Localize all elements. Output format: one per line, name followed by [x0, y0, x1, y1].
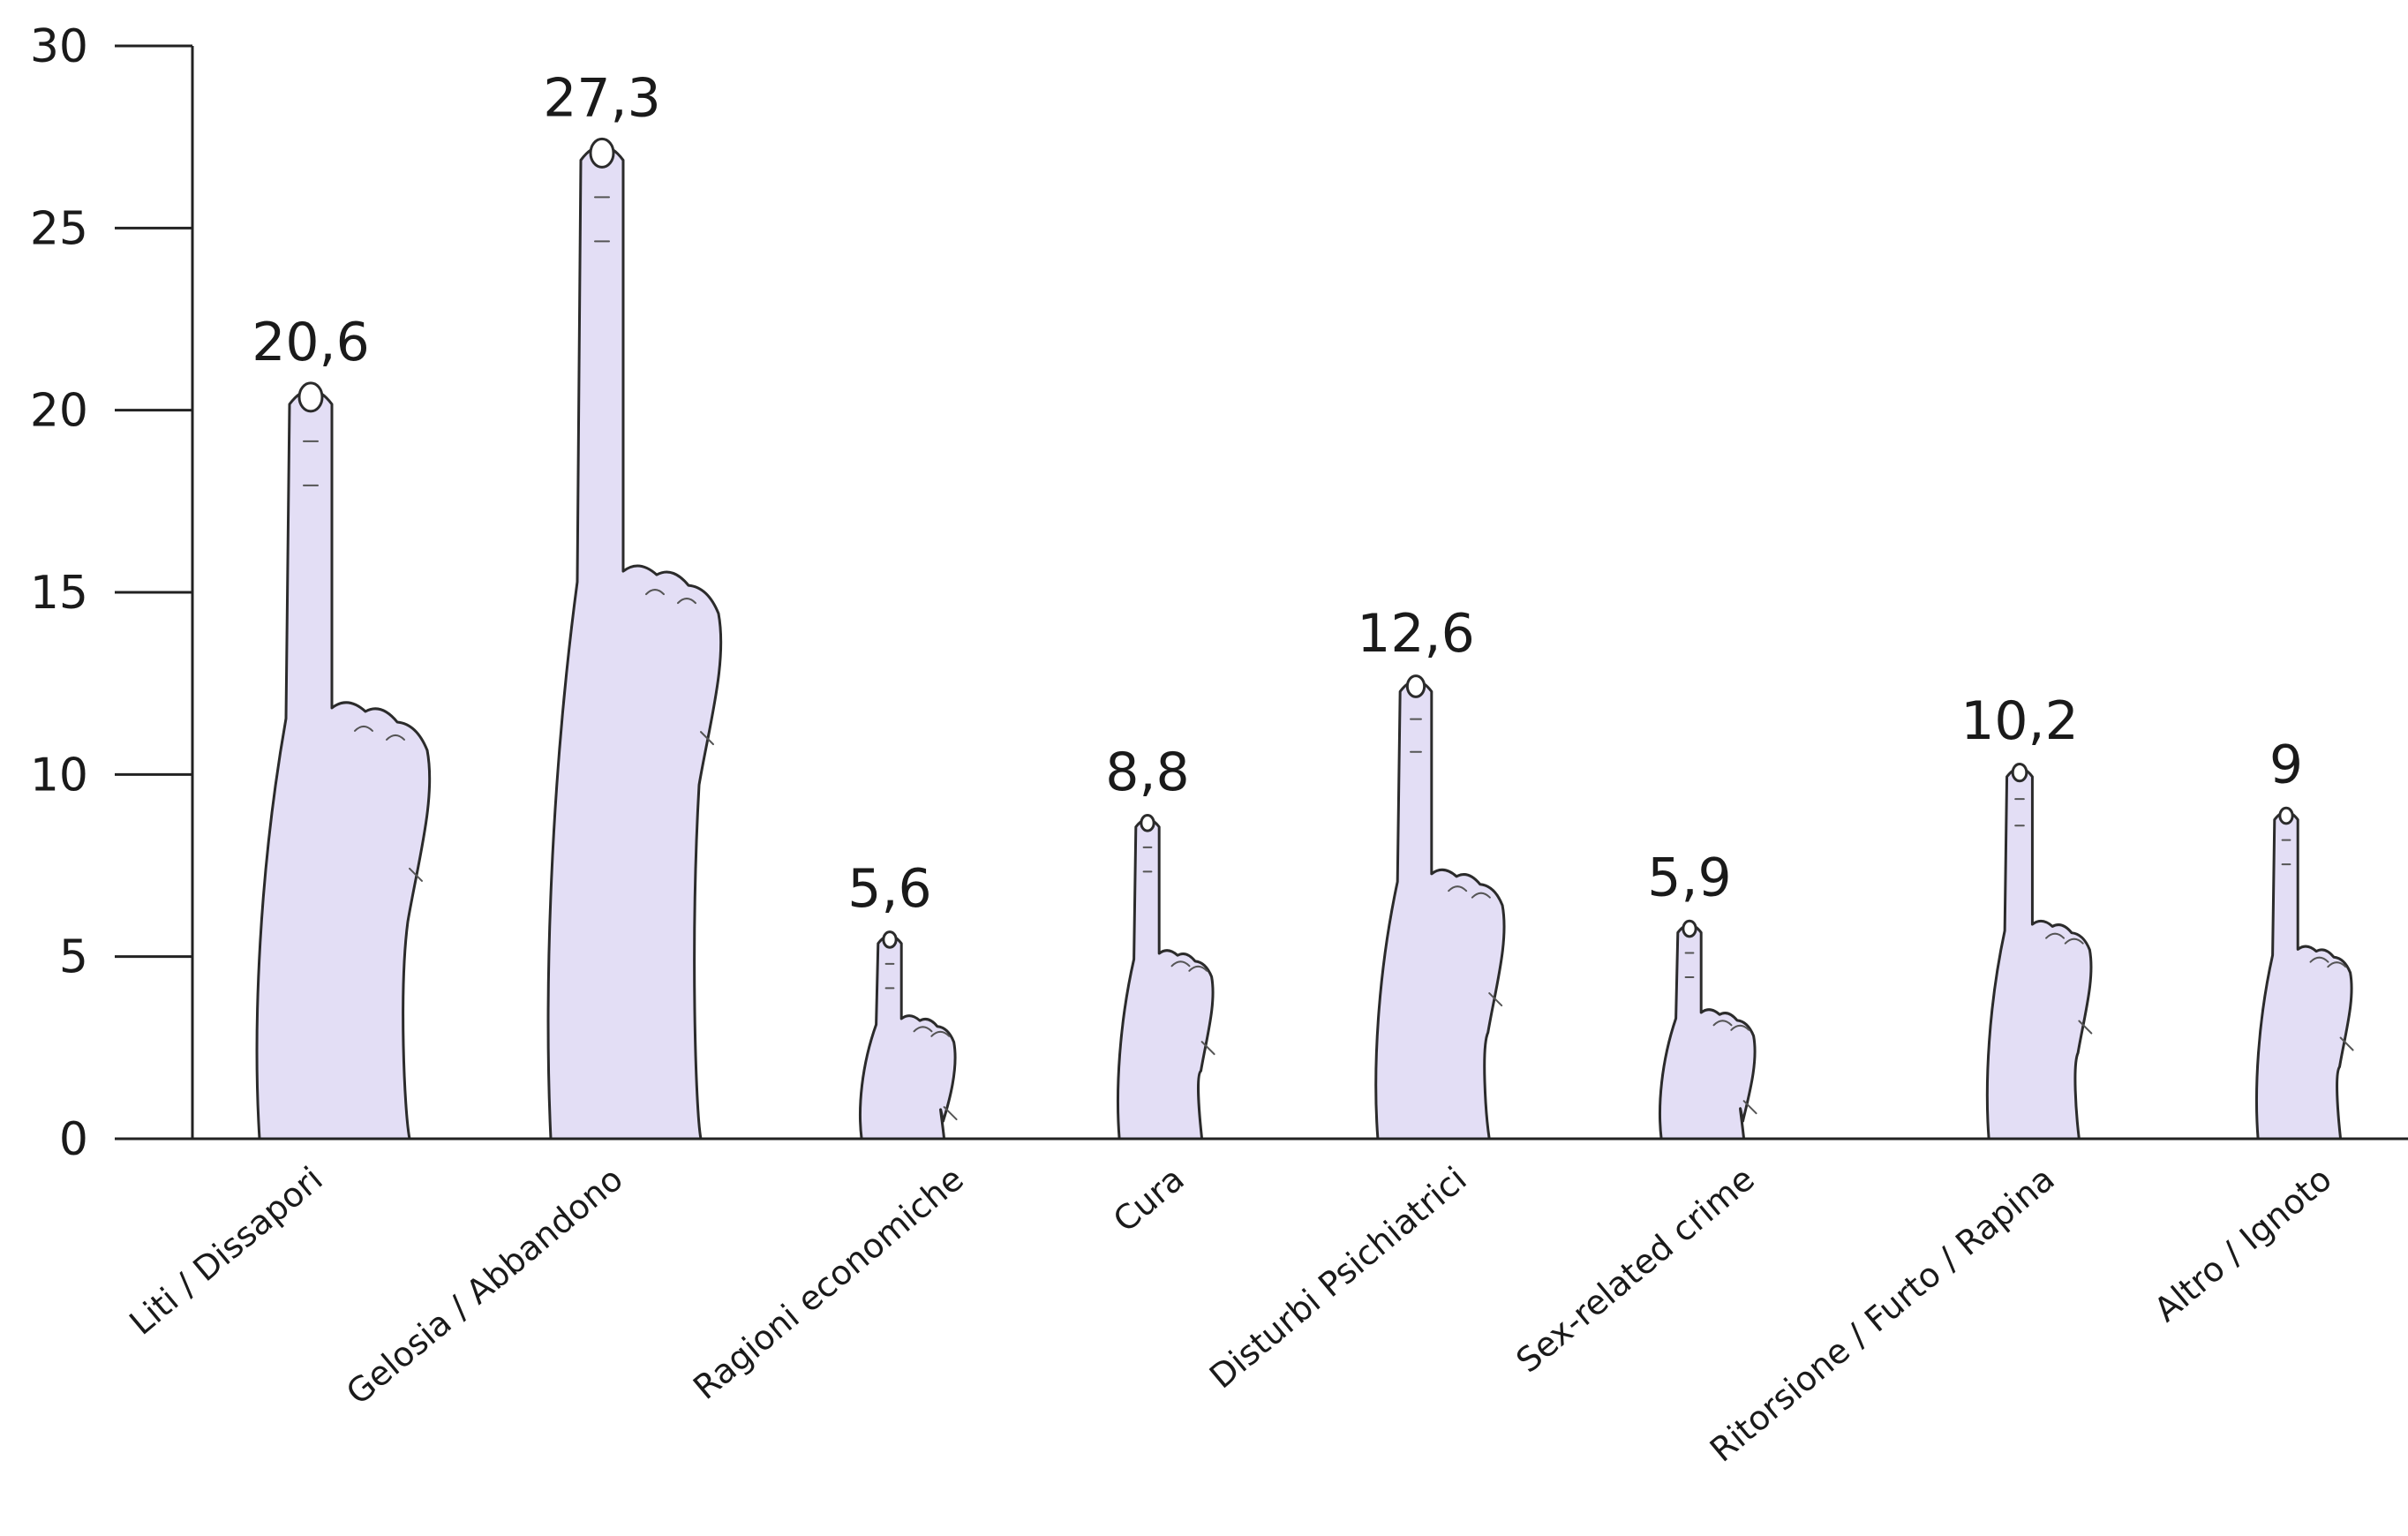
fingernail	[2011, 762, 2028, 783]
y-tick-label: 5	[59, 931, 88, 984]
y-axis: 0 5 10 15 20 25 30	[30, 20, 2408, 1166]
hand-crease	[1448, 885, 1468, 892]
bar-hand-shape	[1374, 680, 1506, 1141]
data-label: 5,9	[1647, 847, 1731, 909]
bar-mark	[1374, 674, 1506, 1141]
hand-crease	[2078, 1020, 2093, 1035]
hand-crease	[2064, 937, 2084, 945]
hand-crease	[1471, 892, 1491, 899]
bar-hand-shape	[2255, 810, 2353, 1141]
x-tick-label: Altro / Ignoto	[2147, 1159, 2339, 1329]
hand-crease	[700, 731, 714, 746]
data-label: 12,6	[1357, 603, 1475, 665]
x-tick-label: Ragioni economiche	[686, 1159, 971, 1407]
x-tick-label: Gelosia / Abbandono	[339, 1159, 630, 1412]
data-label: 10,2	[1960, 690, 2079, 752]
hand-crease	[1200, 1041, 1215, 1056]
x-tick-label: Ritorsione / Furto / Rapina	[1703, 1159, 2062, 1469]
hand-crease	[354, 725, 373, 732]
data-label: 27,3	[543, 67, 661, 129]
hand-crease	[1712, 1020, 1733, 1027]
fingernail	[882, 930, 898, 949]
y-tick-label: 0	[59, 1113, 88, 1166]
x-tick-label: Cura	[1106, 1159, 1192, 1239]
fingernail	[1405, 674, 1426, 698]
bar-mark	[2255, 806, 2354, 1141]
data-label: 8,8	[1105, 742, 1189, 803]
y-tick-label: 30	[30, 20, 88, 73]
hand-crease	[677, 598, 696, 605]
bar-hand-shape	[546, 145, 723, 1141]
bar-mark	[859, 930, 958, 1141]
bar-hand-shape	[859, 934, 957, 1141]
bar-mark	[1117, 814, 1215, 1141]
fingernail	[589, 137, 615, 169]
hand-crease	[645, 589, 665, 596]
hand-crease	[2045, 932, 2066, 939]
bar-mark	[255, 381, 432, 1141]
x-tick-label: Disturbi Psichiatrici	[1202, 1159, 1474, 1396]
bar-hand-shape	[255, 388, 432, 1141]
y-tick-label: 25	[30, 202, 88, 255]
hand-crease	[2327, 961, 2347, 968]
x-tick-label: Sex-related crime	[1509, 1159, 1761, 1380]
bar-hand-shape	[1659, 923, 1757, 1141]
hand-crease	[2339, 1036, 2354, 1051]
data-label: 20,6	[252, 312, 370, 373]
fingernail	[1682, 919, 1697, 938]
hand-crease	[943, 1106, 958, 1121]
y-tick-label: 10	[30, 749, 88, 802]
hand-crease	[386, 734, 405, 741]
hand-crease	[2309, 956, 2329, 963]
hand-crease	[1742, 1100, 1757, 1115]
fingernail	[297, 381, 324, 413]
hand-crease	[409, 867, 423, 882]
bar-hand-shape	[1117, 817, 1215, 1141]
fingernail	[2278, 806, 2294, 825]
bar-hand-shape	[1985, 766, 2093, 1141]
hand-crease	[1730, 1024, 1750, 1031]
hand-crease	[1170, 960, 1191, 968]
fingernail	[1140, 814, 1155, 832]
bar-mark	[1985, 762, 2093, 1141]
hand-crease	[1188, 965, 1208, 972]
chart-labels: 20,6 27,3 5,6 8,8 12,6 5,9 10,2 9 Liti / Dissapo…	[122, 67, 2338, 1469]
bar-mark	[546, 137, 723, 1141]
x-tick-label: Liti / Dissapori	[122, 1159, 329, 1343]
hand-crease	[913, 1026, 933, 1033]
data-label: 9	[2269, 734, 2303, 796]
hand-crease	[930, 1030, 951, 1037]
y-tick-label: 20	[30, 385, 88, 438]
y-tick-label: 15	[30, 567, 88, 620]
bar-mark	[1659, 919, 1757, 1141]
chart-marks	[255, 137, 2354, 1141]
data-label: 5,6	[847, 858, 931, 920]
hand-crease	[1488, 992, 1503, 1007]
